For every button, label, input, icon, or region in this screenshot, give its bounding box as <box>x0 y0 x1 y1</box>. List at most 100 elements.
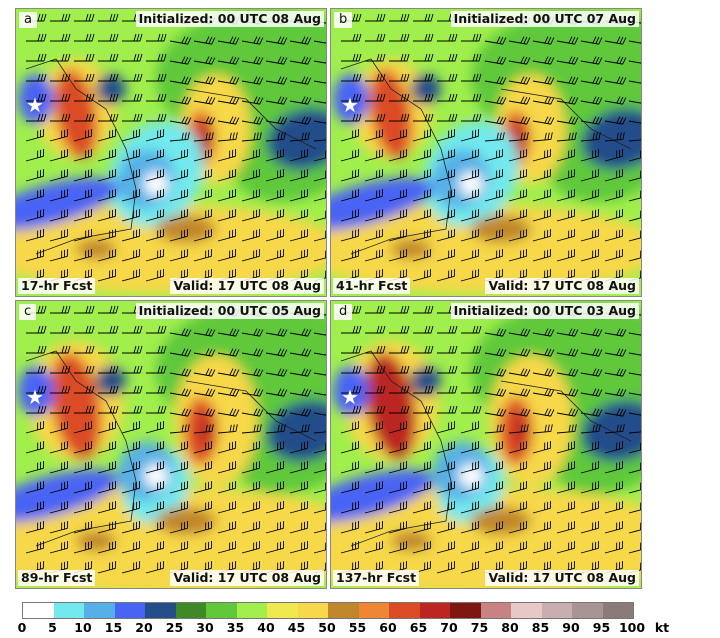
wind-barb <box>74 305 95 314</box>
wind-barb <box>412 149 431 162</box>
wind-barb <box>556 116 579 125</box>
wind-barb <box>289 132 310 142</box>
wind-barb <box>98 305 119 314</box>
wind-barb <box>365 365 386 374</box>
wind-barb <box>289 116 312 125</box>
wind-barb <box>49 441 68 454</box>
wind-barb <box>74 33 95 42</box>
wind-barb <box>413 405 434 414</box>
wind-barb <box>97 541 116 554</box>
wind-barb <box>73 421 92 434</box>
wind-barb <box>604 249 623 262</box>
wind-barb <box>193 441 212 454</box>
wind-barb <box>437 405 458 414</box>
wind-barb <box>556 461 575 474</box>
wind-barb <box>484 229 503 242</box>
wind-barb <box>145 209 164 222</box>
wind-barb <box>556 149 575 162</box>
wind-barb <box>121 249 140 262</box>
wind-barb <box>49 209 68 222</box>
wind-barb <box>265 328 288 337</box>
wind-barb <box>49 521 68 534</box>
wind-barb <box>460 501 479 514</box>
wind-barb <box>169 408 192 417</box>
wind-barb <box>580 541 599 554</box>
colorbar-swatch <box>236 603 267 618</box>
wind-barb <box>628 441 641 454</box>
panel-letter-label: a <box>19 12 37 28</box>
wind-barb <box>388 521 407 534</box>
wind-barb <box>50 93 71 102</box>
wind-barb <box>437 365 458 374</box>
wind-barb <box>74 93 95 102</box>
wind-barb <box>580 408 603 417</box>
wind-barb <box>484 132 505 142</box>
wind-barb <box>364 149 383 162</box>
wind-barb <box>580 461 599 474</box>
wind-barb <box>460 421 479 434</box>
wind-barb <box>49 149 68 162</box>
wind-barb <box>484 461 503 474</box>
wind-barb <box>169 368 192 377</box>
wind-barb <box>73 149 92 162</box>
wind-barb <box>532 169 551 182</box>
wind-barb <box>484 249 503 262</box>
wind-barb <box>193 481 212 494</box>
wind-barb <box>241 541 260 554</box>
wind-barb <box>26 113 47 122</box>
wind-barb <box>241 461 260 474</box>
wind-barb <box>341 385 362 394</box>
colorbar-tick-label: 60 <box>379 620 397 635</box>
wind-barb <box>508 541 527 554</box>
wind-barb <box>265 388 288 397</box>
wind-barb <box>532 424 553 434</box>
wind-barb <box>556 521 575 534</box>
wind-barb <box>460 229 479 242</box>
wind-barb <box>340 129 359 142</box>
wind-barb <box>193 56 216 65</box>
wind-barb <box>388 189 407 202</box>
colorbar-swatch <box>572 603 603 618</box>
wind-barb <box>341 345 362 354</box>
wind-barb <box>460 269 479 282</box>
wind-barb <box>313 328 326 337</box>
wind-barb <box>508 461 527 474</box>
wind-barb <box>604 541 623 554</box>
wind-barb <box>604 348 627 357</box>
wind-barb <box>388 169 407 182</box>
wind-barb <box>97 269 116 282</box>
wind-barb <box>241 189 260 202</box>
panel-letter-label: d <box>334 304 353 320</box>
wind-barb <box>121 209 140 222</box>
wind-barb <box>146 73 167 82</box>
wind-barb <box>460 209 479 222</box>
wind-barb <box>341 53 362 62</box>
star-icon: ★ <box>341 385 359 409</box>
wind-barb <box>169 96 192 105</box>
wind-barb <box>265 541 284 554</box>
wind-barb <box>49 169 68 182</box>
wind-barb <box>364 249 383 262</box>
wind-barb <box>436 149 455 162</box>
map-panel-b: ★ b Initialized: 00 UTC 07 Aug 41-hr Fcst Va… <box>330 8 642 297</box>
wind-barb <box>532 521 551 534</box>
wind-speed-region <box>16 177 119 231</box>
wind-barb <box>313 521 326 534</box>
wind-barb <box>364 501 383 514</box>
wind-speed-region <box>18 366 54 416</box>
wind-barb <box>556 424 577 434</box>
wind-barb <box>341 93 362 102</box>
wind-barb <box>169 328 192 337</box>
wind-barb <box>50 53 71 62</box>
wind-barb <box>265 149 284 162</box>
wind-barb <box>169 56 192 65</box>
wind-barb <box>580 229 599 242</box>
wind-barb <box>580 209 599 222</box>
wind-barb <box>556 249 575 262</box>
wind-barb <box>98 93 119 102</box>
wind-barb <box>313 368 326 377</box>
wind-speed-region <box>54 69 98 159</box>
wind-barb <box>532 189 551 202</box>
wind-barb <box>461 113 482 122</box>
wind-speed-region <box>156 507 216 535</box>
